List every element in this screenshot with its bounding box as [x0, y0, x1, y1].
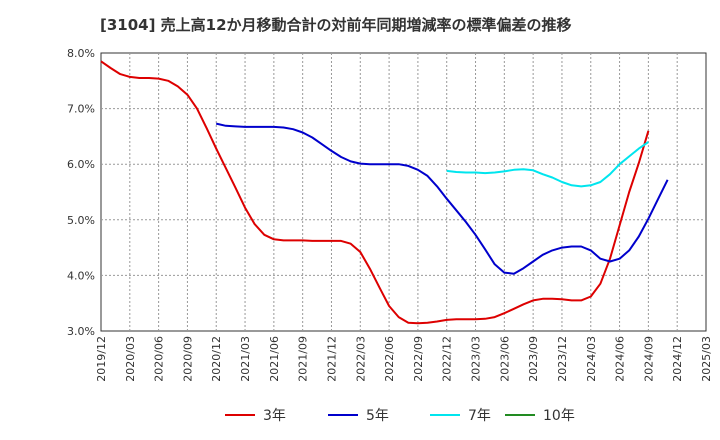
grid	[101, 53, 706, 331]
x-tick-label: 2025/03	[700, 336, 713, 382]
legend-label-10年: 10年	[543, 408, 575, 424]
x-tick-label: 2022/03	[354, 336, 367, 382]
legend: 3年 5年 7年 10年	[225, 408, 575, 424]
x-tick-label: 2019/12	[95, 336, 108, 382]
y-axis: 3.0% 4.0% 5.0% 6.0% 7.0% 8.0%	[67, 47, 95, 338]
x-tick-label: 2024/09	[642, 336, 655, 382]
x-tick-label: 2024/03	[585, 336, 598, 382]
x-tick-label: 2024/06	[614, 336, 627, 382]
x-tick-label: 2020/03	[124, 336, 137, 382]
x-tick-label: 2020/12	[210, 336, 223, 382]
series-lines	[100, 60, 669, 325]
x-tick-label: 2023/03	[470, 336, 483, 382]
y-tick-label: 4.0%	[67, 269, 95, 282]
x-tick-label: 2021/09	[297, 336, 310, 382]
plot-area	[100, 52, 707, 332]
y-tick-label: 6.0%	[67, 158, 95, 171]
legend-label-5年: 5年	[366, 408, 389, 424]
y-tick-label: 8.0%	[67, 47, 95, 60]
x-tick-label: 2024/12	[671, 336, 684, 382]
x-axis: 2019/12 2020/03 2020/06 2020/09 2020/12 2021/…	[95, 336, 713, 382]
x-tick-label: 2021/06	[268, 336, 281, 382]
series-line-7年	[446, 141, 649, 188]
x-tick-label: 2023/12	[556, 336, 569, 382]
series-line-3年	[100, 60, 650, 325]
x-tick-label: 2021/12	[325, 336, 338, 382]
x-tick-label: 2021/03	[239, 336, 252, 382]
x-tick-label: 2023/06	[498, 336, 511, 382]
chart-title: [3104] 売上高12か月移動合計の対前年同期増減率の標準偏差の推移	[100, 16, 572, 34]
legend-label-7年: 7年	[468, 408, 491, 424]
y-tick-label: 5.0%	[67, 214, 95, 227]
x-tick-label: 2022/06	[383, 336, 396, 382]
x-tick-label: 2020/06	[153, 336, 166, 382]
series-line-5年	[215, 122, 669, 275]
y-tick-label: 3.0%	[67, 325, 95, 338]
y-tick-label: 7.0%	[67, 103, 95, 116]
x-tick-label: 2022/09	[412, 336, 425, 382]
x-tick-label: 2023/09	[527, 336, 540, 382]
legend-label-3年: 3年	[263, 408, 286, 424]
x-tick-label: 2022/12	[441, 336, 454, 382]
x-tick-label: 2020/09	[181, 336, 194, 382]
